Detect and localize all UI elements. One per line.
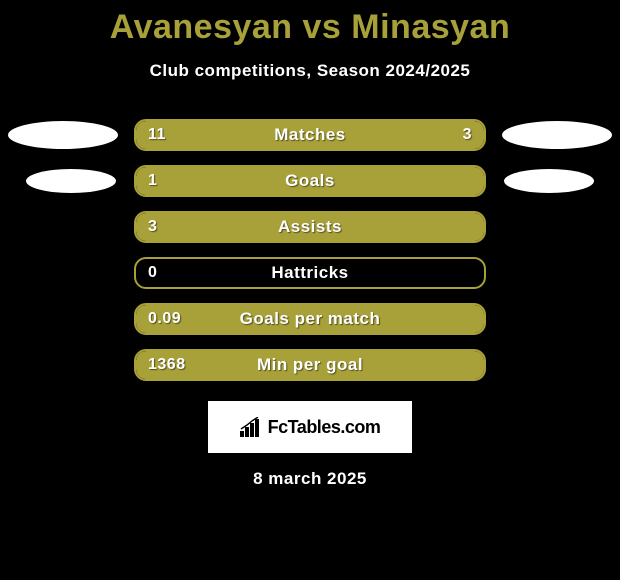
stat-bar: 3Assists <box>134 211 486 243</box>
player-left-marker <box>26 169 116 193</box>
stat-bar: 1Goals <box>134 165 486 197</box>
stat-row: 1368Min per goal <box>0 349 620 381</box>
stat-label: Goals <box>136 167 484 195</box>
stat-label: Goals per match <box>136 305 484 333</box>
stat-label: Min per goal <box>136 351 484 379</box>
stat-label: Matches <box>136 121 484 149</box>
player-right-marker <box>504 169 594 193</box>
stat-row: 3Assists <box>0 211 620 243</box>
chart-icon <box>240 417 262 437</box>
stat-bar: 0Hattricks <box>134 257 486 289</box>
player-right-marker <box>502 121 612 149</box>
stat-bar: 113Matches <box>134 119 486 151</box>
stat-row: 1Goals <box>0 165 620 197</box>
title: Avanesyan vs Minasyan <box>110 8 510 47</box>
logo-box: FcTables.com <box>208 401 412 453</box>
stat-row: 0.09Goals per match <box>0 303 620 335</box>
stat-row: 113Matches <box>0 119 620 151</box>
stat-label: Hattricks <box>136 259 484 287</box>
stat-row: 0Hattricks <box>0 257 620 289</box>
player-left-marker <box>8 121 118 149</box>
footer-date: 8 march 2025 <box>253 469 367 489</box>
comparison-infographic: Avanesyan vs Minasyan Club competitions,… <box>0 0 620 489</box>
stat-bar: 1368Min per goal <box>134 349 486 381</box>
stat-bar: 0.09Goals per match <box>134 303 486 335</box>
stat-label: Assists <box>136 213 484 241</box>
stat-rows: 113Matches 1Goals 3Assists 0Hattricks 0.09Go… <box>0 119 620 381</box>
subtitle: Club competitions, Season 2024/2025 <box>150 61 471 81</box>
logo-text: FcTables.com <box>268 417 381 438</box>
